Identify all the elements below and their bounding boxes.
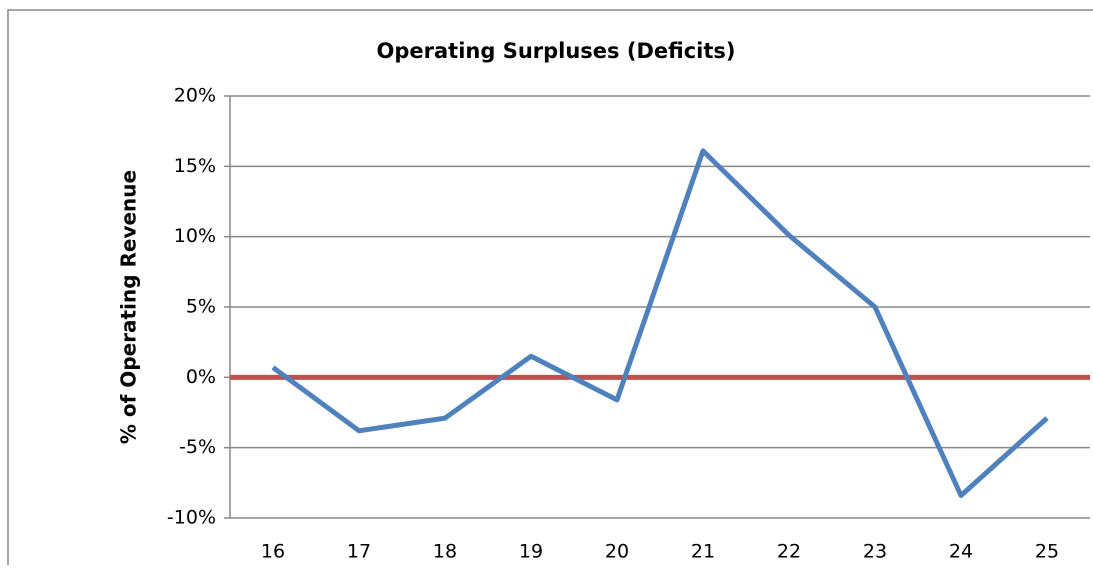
- x-tick-label: 20: [605, 541, 629, 563]
- y-tick-label: 0%: [186, 366, 216, 388]
- x-tick-label: 16: [261, 541, 285, 563]
- x-tick-label: 23: [863, 541, 887, 563]
- chart-frame: [7, 9, 1093, 565]
- data-line: [271, 148, 1049, 498]
- y-tick-label: 15%: [174, 155, 216, 177]
- chart-title: Operating Surpluses (Deficits): [377, 39, 736, 63]
- y-tick-label: -5%: [179, 436, 216, 458]
- y-tick-label: 10%: [174, 225, 216, 247]
- y-tick-label: -10%: [167, 507, 216, 529]
- x-tick-label: 17: [347, 541, 371, 563]
- x-tick-label: 21: [691, 541, 715, 563]
- x-tick-label: 19: [519, 541, 543, 563]
- y-axis-label: % of Operating Revenue: [117, 170, 141, 444]
- x-tick-label: 18: [433, 541, 457, 563]
- x-tick-label: 22: [777, 541, 801, 563]
- x-tick-label: 25: [1035, 541, 1059, 563]
- y-tick-label: 20%: [174, 85, 216, 107]
- x-tick-label: 24: [949, 541, 973, 563]
- y-tick-label: 5%: [186, 296, 216, 318]
